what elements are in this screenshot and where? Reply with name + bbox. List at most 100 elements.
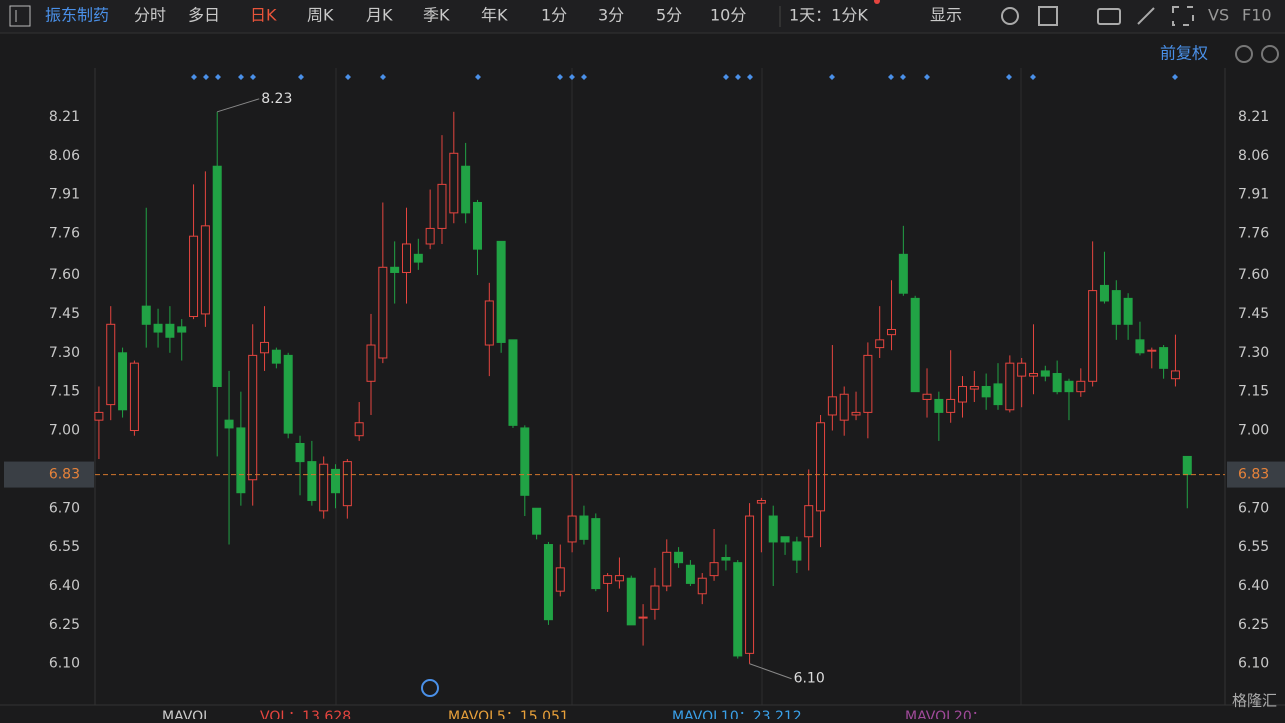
zoom-out-icon[interactable]	[1261, 45, 1279, 63]
period-tab[interactable]: 多日	[188, 6, 220, 25]
candle-body	[271, 349, 281, 364]
reset-icon[interactable]	[1235, 45, 1253, 63]
candle-body	[1135, 339, 1145, 354]
candle-body	[1088, 290, 1098, 382]
y2-tick-label: 7.30	[1238, 345, 1269, 361]
candle-body	[319, 463, 329, 512]
y-tick-label: 7.91	[49, 187, 80, 203]
period-tab[interactable]: 周K	[307, 6, 334, 25]
candle-body	[1005, 362, 1015, 411]
candle-body	[165, 323, 175, 338]
period-tab[interactable]: 10分	[710, 6, 746, 25]
candle-body	[342, 461, 352, 507]
candle-body	[141, 305, 151, 325]
display-menu[interactable]: 显示	[930, 6, 962, 25]
y2-tick-label: 6.55	[1238, 539, 1269, 555]
candle-body	[401, 243, 411, 273]
candle-body	[626, 577, 636, 626]
y2-tick-label: 6.10	[1238, 656, 1269, 672]
candle-body	[1076, 380, 1086, 393]
y-tick-label: 7.60	[49, 267, 80, 283]
candle-body	[674, 551, 684, 564]
search-icon[interactable]	[421, 679, 439, 697]
candle-body	[650, 585, 660, 610]
fullscreen-icon[interactable]	[1172, 6, 1194, 26]
period-tab[interactable]: 年K	[481, 6, 508, 25]
annotation-leader	[217, 98, 260, 113]
period-select[interactable]: 1天：1分K	[789, 6, 868, 25]
candle-body	[958, 385, 968, 403]
candle-body	[1170, 370, 1180, 380]
checkbox-icon[interactable]	[1038, 6, 1058, 26]
candle-body	[946, 398, 956, 413]
candle-body	[295, 442, 305, 463]
period-tabs: 分时 多日 日K 周K 月K 季K 年K 1分 3分 5分 10分	[134, 6, 746, 25]
period-tab[interactable]: 分时	[134, 6, 166, 25]
candle-body	[839, 393, 849, 421]
candle-body	[543, 544, 553, 621]
candle-body	[780, 536, 790, 543]
adjust-mode[interactable]: 前复权	[1160, 44, 1208, 63]
candle-body	[532, 507, 542, 535]
mavol-label: MAVOL	[162, 709, 211, 719]
y2-tick-label: 8.06	[1238, 148, 1269, 164]
period-tab[interactable]: 3分	[598, 6, 624, 25]
candle-body	[709, 562, 719, 577]
period-tab[interactable]: 5分	[656, 6, 682, 25]
sidebar-toggle[interactable]	[9, 5, 31, 27]
candle-body	[591, 518, 601, 590]
candle-body	[910, 297, 920, 393]
candle-body	[1111, 290, 1121, 325]
candle-body	[307, 461, 317, 501]
candle-body	[331, 468, 341, 494]
candle-body	[768, 515, 778, 543]
vs-button[interactable]: VS	[1208, 6, 1229, 25]
annotation-label: 8.23	[261, 91, 292, 107]
y2-tick-label: 7.00	[1238, 423, 1269, 439]
f10-button[interactable]: F10	[1242, 6, 1272, 25]
camera-icon[interactable]	[1097, 8, 1121, 25]
y-tick-label: 6.55	[49, 539, 80, 555]
candle-body	[283, 354, 293, 434]
y-tick-label: 6.70	[49, 500, 80, 516]
candle-body	[638, 616, 648, 619]
y2-tick-label: 7.15	[1238, 384, 1269, 400]
candle-body	[1147, 349, 1157, 352]
y-tick-label: 6.40	[49, 578, 80, 594]
candle-body	[1099, 284, 1109, 302]
mavol20-value: MAVOL20：	[905, 709, 986, 719]
y2-tick-label: 6.70	[1238, 500, 1269, 516]
candle-body	[366, 344, 376, 382]
draw-icon[interactable]	[1137, 7, 1155, 25]
candle-body	[354, 422, 364, 437]
candle-body	[378, 266, 388, 359]
y2-tick-label: 7.91	[1238, 187, 1269, 203]
candle-body	[177, 326, 187, 333]
y-tick-label: 6.25	[49, 617, 80, 633]
candle-body	[189, 235, 199, 318]
last-price-label: 6.83	[1238, 467, 1269, 483]
y-tick-label: 7.00	[49, 423, 80, 439]
candle-body	[224, 419, 234, 429]
candle-body	[875, 339, 885, 349]
settings-icon[interactable]	[1001, 7, 1019, 25]
y-tick-label: 7.30	[49, 345, 80, 361]
candle-body	[520, 427, 530, 496]
y-tick-label: 7.15	[49, 384, 80, 400]
period-separators	[335, 68, 1022, 705]
period-tab[interactable]: 月K	[366, 6, 393, 25]
candle-body	[1159, 347, 1169, 369]
candle-body	[745, 515, 755, 654]
period-tab[interactable]: 日K	[250, 6, 277, 25]
mavol10-value: MAVOL10：23.212	[672, 709, 802, 719]
y2-tick-label: 6.40	[1238, 578, 1269, 594]
watermark: 格隆汇	[1232, 692, 1277, 710]
candle-body	[697, 577, 707, 595]
stock-name[interactable]: 振东制药	[45, 6, 109, 25]
period-tab[interactable]: 1分	[541, 6, 567, 25]
y-tick-label: 7.76	[49, 226, 80, 242]
period-tab[interactable]: 季K	[423, 6, 450, 25]
last-price-box	[4, 461, 94, 488]
candle-body	[579, 515, 589, 540]
notify-dot	[874, 0, 880, 4]
